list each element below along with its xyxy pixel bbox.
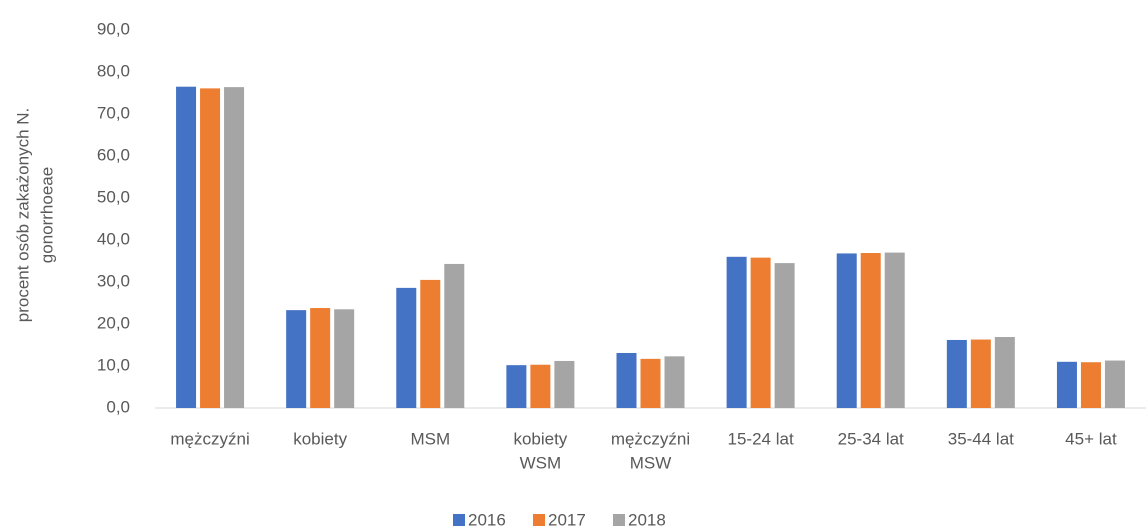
y-tick-label: 10,0 [97,355,130,374]
legend-label: 2016 [468,510,506,529]
y-axis-label: procent osób zakażonych N. gonorrhoeae [13,108,56,323]
y-axis-label-line: procent osób zakażonych N. [13,108,32,323]
y-axis-label-line: gonorrhoeae [37,167,56,263]
bar [970,339,991,408]
x-tick-label: 15-24 lat [728,429,794,448]
bar [884,252,905,408]
bar [444,263,465,408]
bar [200,88,221,408]
legend-label: 2017 [548,510,586,529]
legend-swatch [453,514,465,526]
bar [1104,360,1125,408]
bar [420,279,441,408]
bar [946,339,967,408]
x-tick-label: mężczyźni [170,429,249,448]
y-tick-label: 70,0 [97,103,130,122]
x-tick-label: WSM [520,453,562,472]
bar [1056,361,1077,408]
bar [310,308,331,408]
legend-swatch [613,514,625,526]
bar [836,253,857,408]
bar [334,309,355,408]
bar [506,365,527,408]
y-tick-label: 60,0 [97,145,130,164]
bar [616,352,637,408]
y-tick-label: 80,0 [97,61,130,80]
legend-label: 2018 [628,510,666,529]
x-tick-label: kobiety [293,429,347,448]
x-tick-label: 35-44 lat [948,429,1014,448]
x-tick-label: MSM [410,429,450,448]
y-tick-label: 50,0 [97,187,130,206]
y-tick-label: 30,0 [97,271,130,290]
bar [224,87,245,409]
y-tick-label: 0,0 [106,397,130,416]
bar [554,360,575,408]
x-tick-label: 25-34 lat [838,429,904,448]
x-tick-label: MSW [630,453,672,472]
bar [176,86,197,408]
bar [530,364,551,408]
bar [396,287,417,408]
bar [726,256,747,408]
y-tick-label: 90,0 [97,19,130,38]
bar [664,356,685,408]
bar [286,310,307,408]
bar [860,253,881,408]
legend-swatch [533,514,545,526]
x-tick-label: 45+ lat [1065,429,1117,448]
x-tick-label: kobiety [513,429,567,448]
bar [640,358,661,408]
bar [750,257,771,408]
bar [994,337,1015,408]
bar [1080,362,1101,408]
x-tick-label: mężczyźni [611,429,690,448]
y-tick-label: 40,0 [97,229,130,248]
y-tick-label: 20,0 [97,313,130,332]
bar [774,263,795,408]
